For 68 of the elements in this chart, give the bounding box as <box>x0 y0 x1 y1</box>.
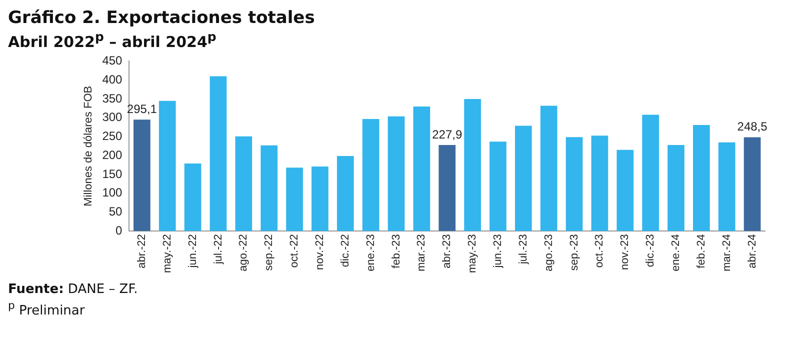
x-tick-label: abr.-22 <box>136 234 148 268</box>
y-tick-label: 200 <box>102 148 123 162</box>
bar <box>642 114 659 232</box>
x-tick-label: dic.-23 <box>644 234 657 268</box>
chart-title: Gráfico 2. Exportaciones totales <box>8 8 316 28</box>
bar <box>438 145 456 232</box>
bar <box>668 145 684 232</box>
bar <box>616 150 634 232</box>
chart-subtitle: Abril 2022$^{p}$ – abril 2024$^{p}$ <box>8 29 218 51</box>
data-label: 248,5 <box>737 120 768 134</box>
x-tick-label: nov.-22 <box>314 234 326 270</box>
x-tick-label: abr.-23 <box>441 234 454 268</box>
bar <box>336 156 354 232</box>
bar <box>693 125 710 232</box>
x-tick-label: nov.-23 <box>619 234 632 270</box>
y-tick-label: 100 <box>102 186 123 200</box>
x-tick-label: jul.-23 <box>517 234 530 266</box>
x-tick-label: feb.-24 <box>695 234 708 268</box>
bar <box>210 76 227 232</box>
x-tick-label: sep.-23 <box>568 234 580 271</box>
x-tick-label: may.-23 <box>466 234 479 274</box>
bar <box>286 168 303 232</box>
bar <box>260 145 278 232</box>
y-tick-label: 0 <box>116 223 123 238</box>
x-tick-label: oct.-22 <box>288 234 301 268</box>
bar <box>464 98 481 232</box>
x-tick-label: abr.-24 <box>746 234 758 268</box>
y-tick-label: 300 <box>102 110 123 124</box>
x-tick-label: ago.-23 <box>542 234 555 272</box>
x-tick-label: dic.-22 <box>339 234 352 268</box>
bar <box>490 142 506 232</box>
x-tick-label: jul.-22 <box>212 234 224 266</box>
bar <box>388 116 405 232</box>
x-tick-label: may.-22 <box>161 234 174 274</box>
bar <box>158 100 176 232</box>
text: $^{p}$ Preliminar <box>8 299 86 318</box>
y-tick-label: 450 <box>102 54 123 68</box>
bar <box>566 137 583 232</box>
bar <box>362 118 380 232</box>
bar <box>591 136 608 232</box>
source-note: Fuente: DANE – ZF. <box>8 282 139 297</box>
y-axis-title: Millones de dólares FOB <box>82 86 95 206</box>
bar <box>540 106 558 232</box>
bar <box>184 164 202 232</box>
y-tick-label: 400 <box>102 72 123 86</box>
bar <box>744 137 761 232</box>
x-tick-label: ene.-24 <box>670 234 682 272</box>
x-tick-label: sep.-22 <box>263 234 276 271</box>
bar <box>413 106 430 232</box>
x-tick-label: jun.-22 <box>186 234 199 269</box>
y-tick-label: 150 <box>102 166 123 181</box>
x-tick-label: mar.-24 <box>720 234 733 272</box>
y-tick-label: 350 <box>102 91 123 106</box>
x-tick-label: ene.-23 <box>364 234 377 272</box>
x-tick-label: feb.-23 <box>390 234 402 268</box>
bar <box>718 142 736 232</box>
bar <box>235 136 252 232</box>
data-label: 295,1 <box>126 102 158 116</box>
bar <box>514 126 532 232</box>
x-tick-label: ago.-22 <box>238 234 250 272</box>
x-tick-label: mar.-23 <box>416 234 428 272</box>
x-tick-label: jun.-23 <box>492 234 504 269</box>
x-tick-label: oct.-23 <box>594 234 606 268</box>
data-label: 227,9 <box>432 127 462 142</box>
bar <box>312 166 328 232</box>
bar <box>134 120 150 232</box>
y-tick-label: 50 <box>108 204 123 219</box>
y-tick-label: 250 <box>102 129 123 144</box>
